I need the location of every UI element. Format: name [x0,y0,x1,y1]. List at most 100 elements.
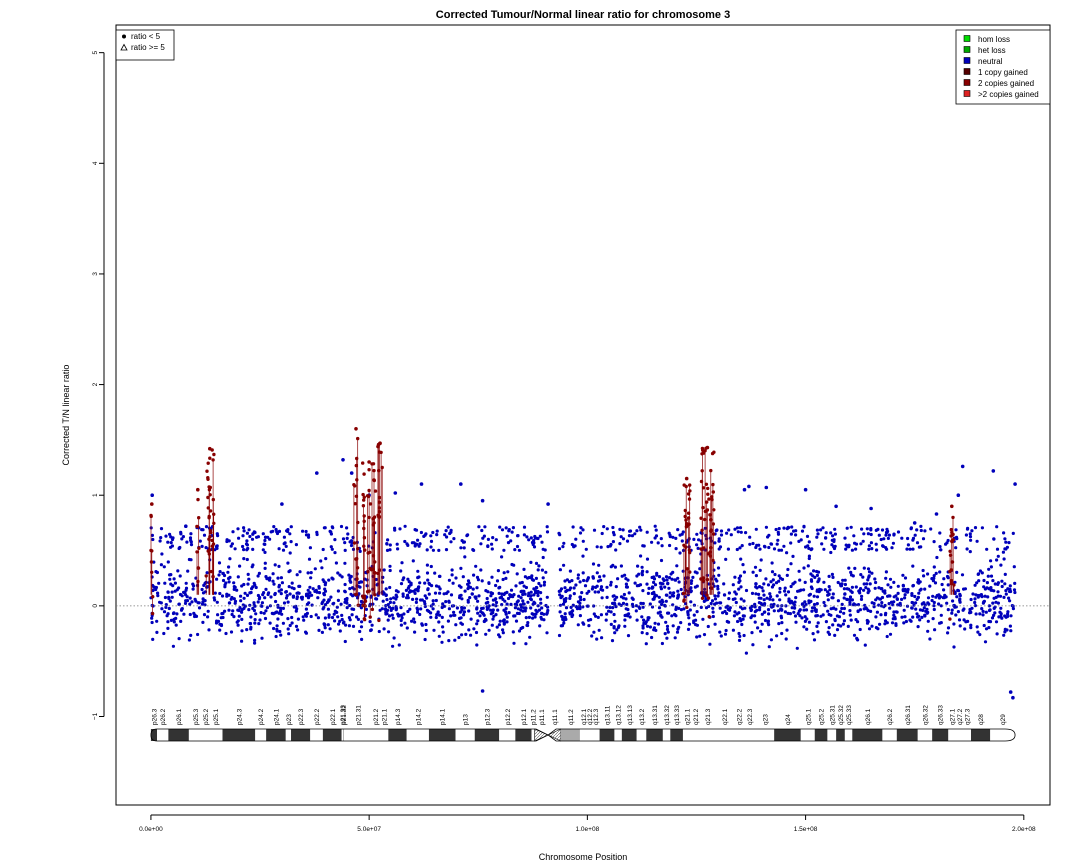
data-point [848,595,853,599]
data-point [321,600,325,604]
data-point [557,589,561,594]
data-point [1011,607,1016,611]
data-point [733,527,737,531]
data-point [958,597,962,601]
data-point [444,529,448,533]
gain-point [377,618,381,623]
data-point [330,615,335,620]
data-point [650,635,654,640]
data-point [665,593,669,597]
data-point [621,528,625,532]
data-point [982,585,986,589]
data-point [497,633,501,637]
data-point [1002,595,1006,600]
data-point [617,602,621,606]
status-legend-box [955,29,1051,105]
data-point [923,587,927,591]
data-point [240,584,244,588]
data-point [231,609,235,613]
data-point [599,545,603,549]
data-point [708,642,712,646]
data-point [586,618,591,622]
data-point [388,543,392,547]
data-point [508,595,513,599]
data-point [902,608,906,612]
gain-point [681,591,686,596]
data-point [527,538,531,542]
data-point [263,538,267,543]
gain-point [682,599,686,603]
data-point [919,528,923,533]
data-point [892,600,896,604]
data-point [767,645,771,649]
data-point [562,621,566,625]
data-point [248,591,252,595]
data-point [537,581,541,586]
data-point [464,632,468,637]
gain-region-5 [376,441,384,623]
data-point [822,547,826,551]
data-point [331,602,335,606]
data-point [659,537,663,541]
data-point [869,541,874,545]
data-point [348,540,352,544]
data-point [686,627,691,632]
band-label: q11.1 [552,709,559,725]
data-point [502,548,506,552]
data-point [215,600,219,604]
data-point [526,594,531,598]
data-point [1012,588,1017,592]
data-point [539,591,543,595]
data-point [277,585,281,589]
data-point [990,616,995,620]
data-point [735,526,740,530]
data-point [1003,537,1007,541]
data-point [842,596,846,600]
data-point [721,611,725,615]
data-point [511,526,515,530]
gain-point [711,482,715,487]
data-point [611,606,615,610]
data-point [648,602,652,606]
data-point [438,574,442,579]
gain-point [373,560,377,564]
data-point [956,610,961,614]
band-label: p21.31 [355,705,362,725]
data-point [983,594,987,598]
data-point [248,603,252,607]
data-point [345,606,349,610]
data-point [885,634,889,639]
data-point [279,633,283,637]
data-point [443,533,447,537]
data-point [476,578,480,582]
data-point [447,607,451,611]
data-point [890,621,895,625]
data-point [314,588,318,593]
band-label: p14.2 [415,708,422,725]
data-point [783,586,787,590]
data-point [714,577,718,581]
data-point [996,590,1000,594]
data-point [909,619,913,623]
data-point [534,612,538,616]
data-point [343,548,347,553]
data-point [630,534,635,538]
data-point [288,623,292,628]
data-point [169,545,173,549]
data-point [160,552,164,556]
data-point [386,603,390,607]
data-point [291,594,296,598]
data-point [658,600,662,604]
data-point [645,582,649,586]
data-point [229,544,233,548]
data-point [815,589,819,593]
data-point [546,608,550,613]
band-label: q11.2 [568,709,575,725]
data-point [698,634,702,638]
data-point [713,622,717,626]
band-label: p24.2 [258,708,265,725]
ideogram-band [322,729,342,741]
data-point [221,578,226,583]
outlier-point [956,493,961,498]
data-point [188,536,193,540]
